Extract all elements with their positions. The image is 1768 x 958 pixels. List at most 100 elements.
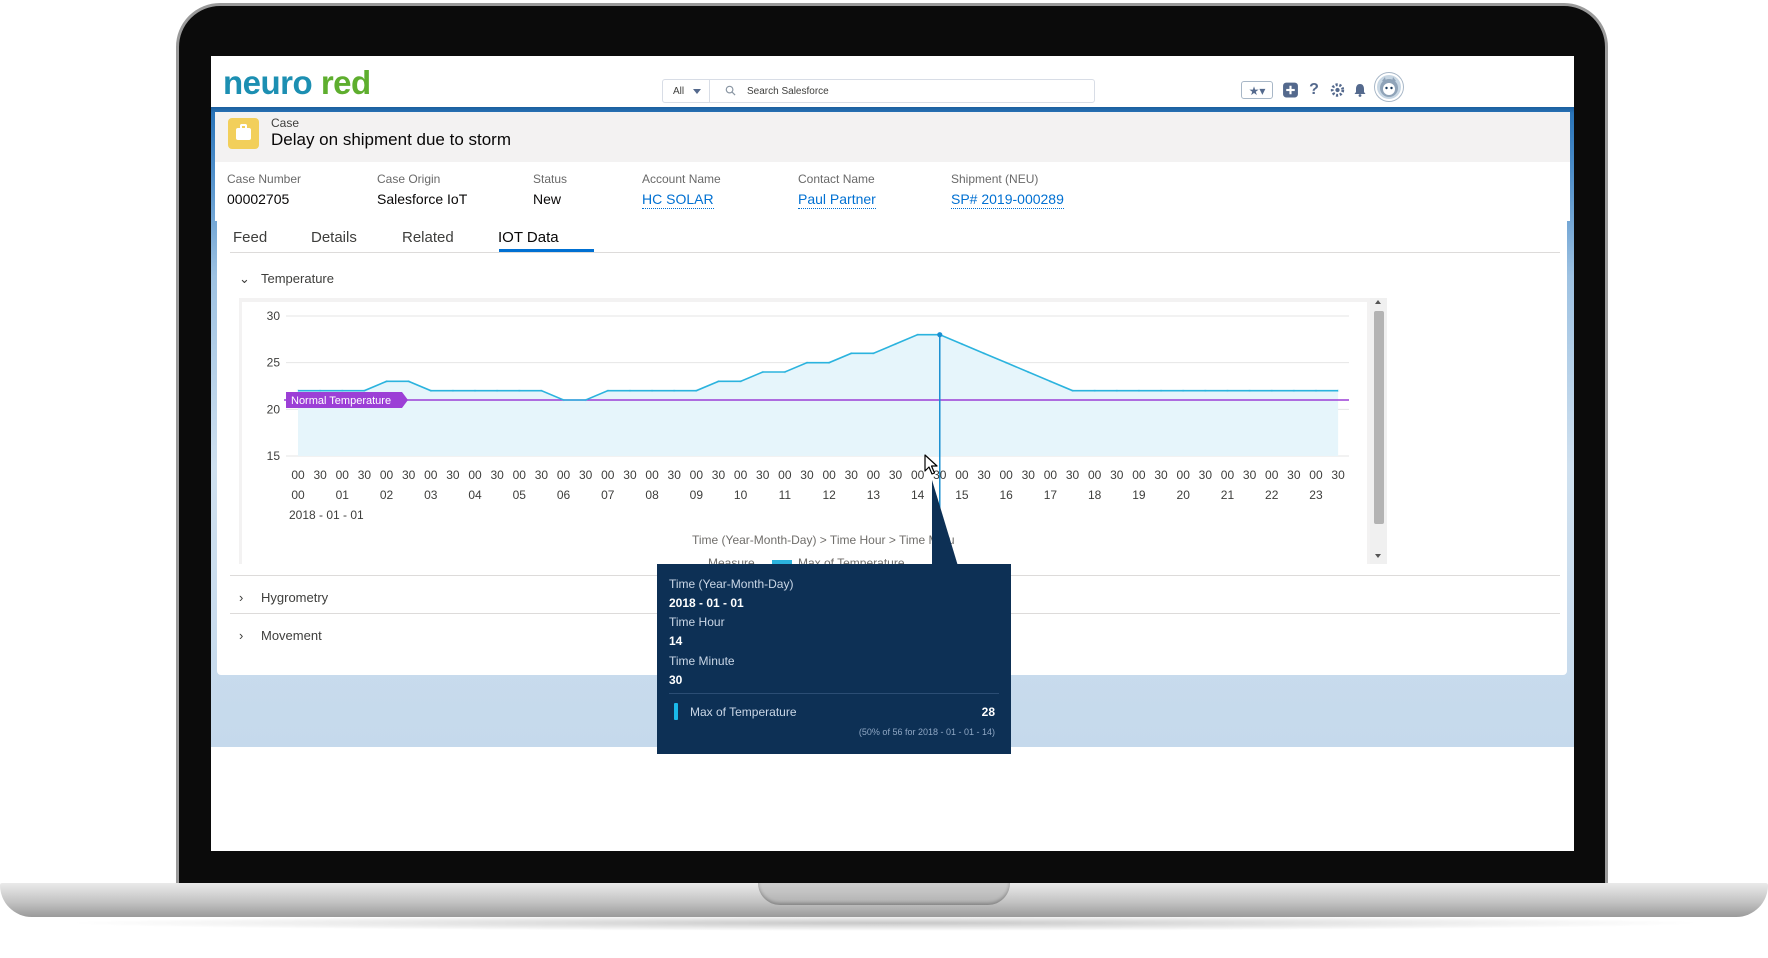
tab-feed[interactable]: Feed bbox=[233, 229, 268, 246]
temperature-data-point bbox=[562, 398, 565, 402]
section-title: Temperature bbox=[261, 271, 334, 286]
temperature-data-point bbox=[473, 389, 477, 392]
favorites-star-icon[interactable]: ★▾ bbox=[1241, 81, 1273, 99]
x-tick-minute: 30 bbox=[756, 468, 770, 482]
x-tick-minute: 30 bbox=[1110, 468, 1124, 482]
temperature-data-point bbox=[849, 352, 853, 355]
x-tick-hour: 10 bbox=[734, 488, 748, 502]
temperature-data-point bbox=[1137, 389, 1141, 392]
x-tick-minute: 30 bbox=[668, 468, 682, 482]
temperature-data-point bbox=[960, 342, 964, 346]
x-tick-minute: 30 bbox=[1022, 468, 1036, 482]
section-hygrometry-toggle[interactable]: › Hygrometry bbox=[239, 590, 328, 605]
x-tick-minute: 00 bbox=[380, 468, 394, 482]
temperature-data-point bbox=[805, 361, 809, 364]
x-tick-minute: 00 bbox=[1265, 468, 1279, 482]
chart-scrollbar[interactable] bbox=[1370, 298, 1387, 564]
x-tick-minute: 30 bbox=[712, 468, 726, 482]
temperature-data-point bbox=[584, 398, 587, 402]
account-link[interactable]: HC SOLAR bbox=[642, 191, 714, 209]
tooltip-label-hour: Time Hour bbox=[669, 615, 725, 629]
user-avatar[interactable] bbox=[1375, 73, 1403, 101]
search-scope-label: All bbox=[673, 86, 685, 97]
tab-iot-data[interactable]: IOT Data bbox=[498, 229, 559, 246]
x-tick-minute: 00 bbox=[734, 468, 748, 482]
temperature-data-point bbox=[1226, 389, 1229, 392]
add-plus-icon[interactable] bbox=[1282, 81, 1299, 99]
temperature-data-point bbox=[1026, 370, 1030, 374]
temperature-data-point bbox=[1159, 389, 1163, 392]
astro-avatar-icon bbox=[1380, 77, 1398, 97]
y-tick-label: 15 bbox=[267, 449, 281, 463]
section-temperature-toggle[interactable]: ⌄ Temperature bbox=[239, 271, 334, 287]
laptop-shadow bbox=[60, 915, 1710, 931]
field-label: Case Origin bbox=[377, 172, 441, 186]
temperature-data-point bbox=[1336, 389, 1340, 392]
field-label: Status bbox=[533, 172, 568, 186]
x-tick-minute: 30 bbox=[623, 468, 637, 482]
temperature-data-point bbox=[363, 389, 366, 392]
y-tick-label: 25 bbox=[267, 356, 281, 370]
temperature-data-point bbox=[894, 342, 897, 346]
scroll-up-arrow-icon[interactable] bbox=[1375, 300, 1381, 304]
highlights-panel: Case Number 00002705 Case Origin Salesfo… bbox=[215, 162, 1570, 221]
x-tick-minute: 00 bbox=[1309, 468, 1323, 482]
temperature-data-point bbox=[1314, 389, 1318, 392]
bell-icon[interactable] bbox=[1352, 81, 1368, 99]
record-tabs: Feed Details Related IOT Data bbox=[230, 217, 1560, 253]
x-tick-minute: 30 bbox=[977, 468, 991, 482]
help-question-icon[interactable]: ? bbox=[1309, 81, 1319, 98]
contact-link[interactable]: Paul Partner bbox=[798, 191, 876, 209]
temperature-data-point bbox=[739, 380, 742, 383]
x-tick-minute: 00 bbox=[999, 468, 1013, 482]
shipment-link[interactable]: SP# 2019-000289 bbox=[951, 191, 1064, 209]
x-tick-hour: 23 bbox=[1309, 488, 1323, 502]
temperature-line-chart[interactable]: 15 20 25 30 Normal Temperature 00 30 00 30 00 30 00… bbox=[242, 302, 1367, 564]
neuro-red-logo[interactable]: neuro red bbox=[223, 66, 371, 99]
chart-area: 15 20 25 30 Normal Temperature 00 30 00 30 00 30 00… bbox=[242, 302, 1367, 564]
scroll-down-arrow-icon[interactable] bbox=[1375, 554, 1381, 558]
y-tick-label: 30 bbox=[267, 309, 281, 323]
x-tick-minute: 00 bbox=[557, 468, 571, 482]
x-tick-minute: 00 bbox=[867, 468, 881, 482]
temperature-data-point bbox=[385, 380, 388, 383]
x-tick-minute: 00 bbox=[690, 468, 704, 482]
tab-details[interactable]: Details bbox=[311, 229, 357, 246]
search-scope-dropdown[interactable]: All bbox=[663, 80, 710, 102]
field-label: Shipment (NEU) bbox=[951, 172, 1039, 186]
temperature-data-point bbox=[872, 352, 875, 355]
field-value: New bbox=[533, 191, 562, 207]
x-tick-minute: 00 bbox=[424, 468, 438, 482]
x-tick-hour: 21 bbox=[1221, 488, 1235, 502]
x-tick-hour: 17 bbox=[1044, 488, 1058, 502]
temperature-data-point bbox=[982, 352, 986, 355]
temperature-data-point bbox=[407, 380, 410, 383]
object-type-label: Case bbox=[271, 116, 300, 130]
tooltip-value-date: 2018 - 01 - 01 bbox=[669, 596, 744, 610]
section-movement-toggle[interactable]: › Movement bbox=[239, 628, 322, 643]
x-tick-minute: 30 bbox=[933, 468, 947, 482]
tooltip-measure-label: Max of Temperature bbox=[690, 705, 797, 719]
series-color-swatch bbox=[674, 703, 678, 720]
tooltip-measure-value: 28 bbox=[981, 705, 995, 719]
gear-icon[interactable] bbox=[1329, 81, 1346, 99]
hover-point bbox=[937, 332, 943, 338]
scroll-thumb[interactable] bbox=[1374, 311, 1384, 524]
tab-related[interactable]: Related bbox=[402, 229, 454, 246]
x-tick-minute: 30 bbox=[1154, 468, 1168, 482]
x-tick-hour: 19 bbox=[1132, 488, 1146, 502]
search-input[interactable] bbox=[747, 83, 1067, 99]
record-title-bar: Case Delay on shipment due to storm bbox=[215, 112, 1570, 162]
x-tick-minute: 30 bbox=[1243, 468, 1257, 482]
x-tick-minute: 30 bbox=[490, 468, 504, 482]
record-header: Case Delay on shipment due to storm Case… bbox=[215, 112, 1570, 221]
field-case-number: Case Number 00002705 bbox=[227, 172, 301, 207]
caret-down-icon bbox=[693, 89, 701, 94]
temperature-data-point bbox=[451, 389, 455, 392]
legend-title: Measure bbox=[708, 556, 755, 564]
temperature-data-point bbox=[1071, 389, 1074, 392]
temperature-data-point bbox=[717, 380, 720, 383]
temperature-data-point bbox=[761, 370, 765, 374]
temperature-data-point bbox=[518, 389, 521, 392]
chevron-down-icon: ⌄ bbox=[239, 271, 250, 286]
